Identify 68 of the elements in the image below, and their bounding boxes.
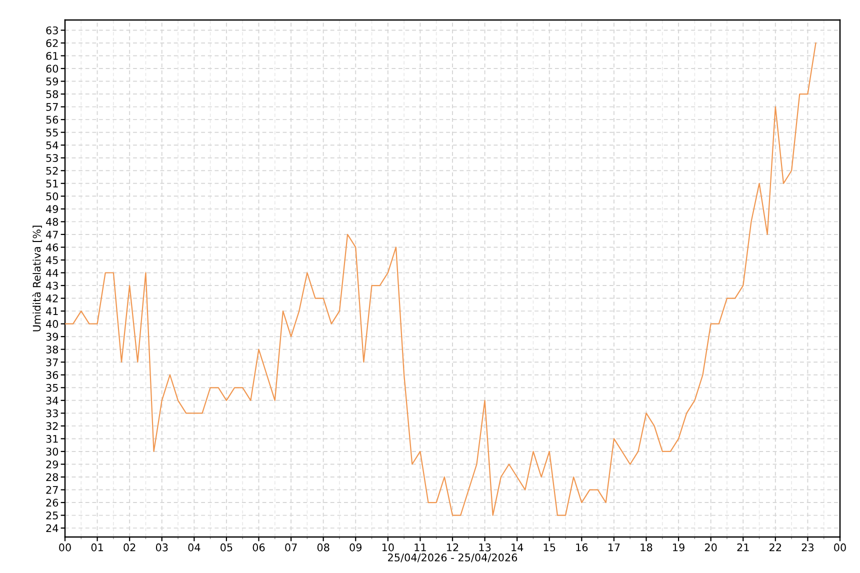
- x-tick-label: 02: [124, 543, 136, 552]
- y-tick-label: 35: [46, 384, 58, 392]
- x-tick-label: 16: [576, 543, 588, 552]
- y-tick-label: 26: [46, 498, 58, 507]
- x-tick-label: 19: [673, 543, 684, 552]
- y-tick-label: 63: [46, 26, 58, 34]
- y-tick-label: 29: [46, 460, 58, 468]
- y-tick-label: 59: [46, 78, 58, 86]
- y-tick-label: 49: [46, 205, 58, 214]
- x-tick-label: 07: [285, 543, 297, 552]
- x-tick-label: 06: [252, 543, 265, 552]
- y-tick-label: 37: [46, 358, 58, 366]
- y-tick-label: 48: [46, 218, 58, 226]
- x-tick-label: 22: [770, 543, 781, 552]
- y-tick-label: 50: [46, 192, 58, 200]
- line-series: [65, 42, 816, 516]
- x-tick-label: 01: [91, 543, 103, 552]
- x-tick-label: 17: [608, 544, 620, 552]
- y-tick-label: 24: [46, 524, 58, 532]
- y-tick-label: 40: [46, 320, 58, 328]
- y-tick-label: 32: [46, 422, 58, 430]
- y-tick-label: 62: [46, 39, 58, 48]
- y-tick-label: 53: [46, 154, 58, 162]
- y-tick-label: 57: [46, 103, 58, 111]
- y-tick-label: 42: [46, 294, 58, 302]
- y-tick-label: 44: [46, 269, 58, 277]
- y-tick-label: 36: [46, 371, 58, 379]
- y-tick-label: 60: [46, 64, 58, 73]
- x-tick-label: 14: [512, 544, 524, 552]
- y-tick-label: 58: [46, 90, 58, 98]
- y-tick-label: 30: [46, 448, 58, 456]
- y-tick-label: 39: [46, 332, 58, 341]
- x-tick-label: 00: [59, 543, 71, 552]
- y-tick-label: 61: [46, 52, 58, 60]
- y-tick-label: 54: [46, 141, 58, 150]
- y-tick-label: 38: [46, 346, 58, 354]
- x-tick-label: 21: [737, 543, 749, 552]
- y-tick-label: 47: [46, 230, 58, 238]
- y-axis-title: Umidità Relativa [%]: [32, 226, 42, 332]
- x-tick-label: 00: [834, 543, 846, 552]
- y-tick-label: 55: [46, 128, 58, 136]
- x-tick-label: 05: [220, 543, 232, 552]
- y-tick-label: 43: [46, 282, 58, 290]
- x-tick-label: 04: [188, 543, 200, 552]
- x-tick-label: 12: [447, 543, 458, 552]
- x-tick-label: 10: [382, 543, 394, 552]
- y-tick-label: 41: [46, 307, 58, 316]
- x-tick-label: 15: [544, 544, 556, 552]
- x-tick-label: 09: [350, 543, 362, 552]
- y-tick-label: 28: [46, 473, 58, 482]
- x-tick-label: 08: [317, 543, 330, 552]
- x-tick-label: 03: [156, 543, 168, 552]
- x-tick-label: 23: [802, 543, 814, 552]
- x-tick-label: 13: [479, 543, 491, 552]
- x-tick-label: 18: [640, 543, 652, 552]
- y-tick-label: 27: [46, 486, 58, 494]
- x-tick-label: 20: [704, 543, 717, 552]
- x-axis-title: 25/04/2026 - 25/04/2026: [388, 554, 518, 562]
- y-tick-label: 25: [46, 512, 58, 520]
- y-tick-label: 52: [46, 166, 58, 175]
- y-tick-label: 33: [46, 409, 58, 418]
- y-tick-label: 45: [46, 256, 58, 264]
- y-tick-label: 46: [46, 243, 58, 252]
- x-tick-label: 11: [414, 544, 426, 552]
- y-tick-label: 51: [46, 180, 58, 188]
- y-tick-label: 31: [46, 434, 58, 443]
- y-tick-label: 34: [46, 396, 58, 405]
- y-tick-label: 56: [46, 116, 58, 124]
